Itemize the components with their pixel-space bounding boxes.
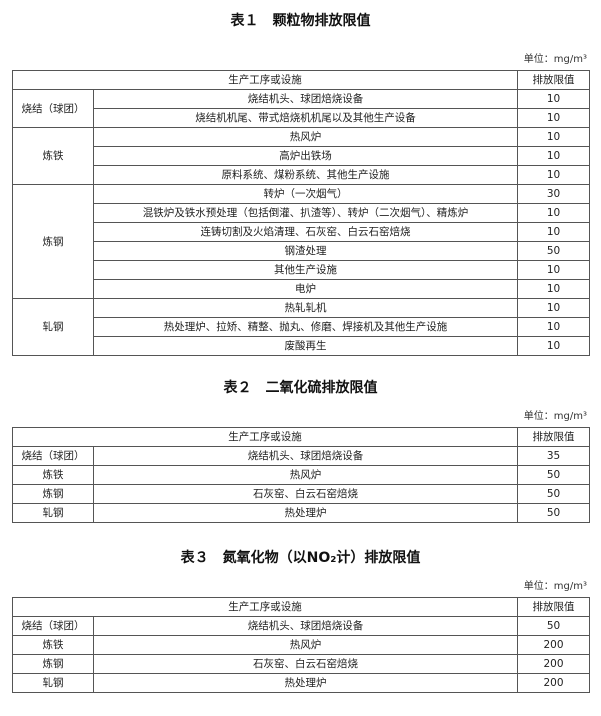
group-name: 轧钢 <box>12 673 94 693</box>
process-cell: 烧结机头、球团焙烧设备 <box>93 89 518 109</box>
table-1-unit: 单位：mg/m³ <box>523 54 587 65</box>
process-cell: 烧结机头、球团焙烧设备 <box>93 446 518 466</box>
limit-cell: 35 <box>517 446 590 466</box>
process-cell: 转炉（一次烟气） <box>93 184 518 204</box>
group-name: 炼钢 <box>12 184 94 299</box>
header-process: 生产工序或设施 <box>12 427 518 447</box>
limit-cell: 10 <box>517 260 590 280</box>
table-row: 轧钢 热处理炉 50 <box>12 503 590 523</box>
table-row: 轧钢 热处理炉 200 <box>12 673 590 693</box>
process-cell: 混铁炉及铁水预处理（包括倒灌、扒渣等）、转炉（二次烟气）、精炼炉 <box>93 203 518 223</box>
process-cell: 烧结机机尾、带式焙烧机机尾以及其他生产设备 <box>93 108 518 128</box>
header-process: 生产工序或设施 <box>12 70 518 90</box>
process-cell: 热处理炉 <box>93 503 518 523</box>
process-cell: 钢渣处理 <box>93 241 518 261</box>
limit-cell: 200 <box>517 673 590 693</box>
process-cell: 连铸切割及火焰清理、石灰窑、白云石窑焙烧 <box>93 222 518 242</box>
table-row: 炼钢 石灰窑、白云石窑焙烧 50 <box>12 484 590 504</box>
table-1: 生产工序或设施 排放限值 烧结（球团） 烧结机头、球团焙烧设备 10 烧结机机尾、带式焙烧… <box>12 70 590 356</box>
process-cell: 热处理炉 <box>93 673 518 693</box>
process-cell: 石灰窑、白云石窑焙烧 <box>93 484 518 504</box>
table-row: 烧结机机尾、带式焙烧机机尾以及其他生产设备 10 <box>13 108 590 128</box>
table-3-unit: 单位：mg/m³ <box>523 581 587 592</box>
limit-cell: 50 <box>517 465 590 485</box>
limit-cell: 50 <box>517 241 590 261</box>
table-row: 烧结（球团） 烧结机头、球团焙烧设备 50 <box>12 616 590 636</box>
table-row: 炼钢 转炉（一次烟气） 30 <box>12 184 590 299</box>
table-row: 炼铁 热风炉 200 <box>12 635 590 655</box>
limit-cell: 10 <box>517 298 590 318</box>
table-1-title: 表１ 颗粒物排放限值 <box>230 13 371 29</box>
group-name: 烧结（球团） <box>12 446 94 466</box>
group-name: 轧钢 <box>12 503 94 523</box>
process-cell: 其他生产设施 <box>93 260 518 280</box>
table-2-title: 表２ 二氧化硫排放限值 <box>223 380 378 396</box>
table-row: 烧结（球团） 烧结机头、球团焙烧设备 35 <box>12 446 590 466</box>
process-cell: 热风炉 <box>93 465 518 485</box>
limit-cell: 10 <box>517 127 590 147</box>
group-name: 炼铁 <box>12 465 94 485</box>
process-cell: 废酸再生 <box>93 336 518 356</box>
table-row: 热处理炉、拉矫、精整、抛丸、修磨、焊接机及其他生产设施 10 <box>13 317 590 337</box>
table-row: 连铸切割及火焰清理、石灰窑、白云石窑焙烧 10 <box>13 222 590 242</box>
table-row: 炼铁 热风炉 10 <box>12 127 590 185</box>
limit-cell: 10 <box>517 146 590 166</box>
process-cell: 电炉 <box>93 279 518 299</box>
table-row: 原料系统、煤粉系统、其他生产设施 10 <box>13 165 590 185</box>
header-process: 生产工序或设施 <box>12 597 518 617</box>
header-limit: 排放限值 <box>517 427 590 447</box>
limit-cell: 10 <box>517 336 590 356</box>
limit-cell: 200 <box>517 635 590 655</box>
table-row: 电炉 10 <box>13 279 590 299</box>
limit-cell: 10 <box>517 317 590 337</box>
limit-cell: 10 <box>517 165 590 185</box>
table-row: 其他生产设施 10 <box>13 260 590 280</box>
group-name: 轧钢 <box>12 298 94 356</box>
limit-cell: 10 <box>517 279 590 299</box>
table-row: 高炉出铁场 10 <box>13 146 590 166</box>
table-row: 烧结（球团） 烧结机头、球团焙烧设备 10 <box>12 89 590 128</box>
process-cell: 原料系统、煤粉系统、其他生产设施 <box>93 165 518 185</box>
group-name: 炼铁 <box>12 635 94 655</box>
group-name: 炼铁 <box>12 127 94 185</box>
header-row: 生产工序或设施 排放限值 <box>12 70 590 90</box>
process-cell: 热风炉 <box>93 127 518 147</box>
header-limit: 排放限值 <box>517 597 590 617</box>
limit-cell: 50 <box>517 484 590 504</box>
group-name: 炼钢 <box>12 654 94 674</box>
limit-cell: 30 <box>517 184 590 204</box>
group-name: 炼钢 <box>12 484 94 504</box>
table-3-title: 表３ 氮氧化物（以NO₂计）排放限值 <box>180 550 421 566</box>
group-name: 烧结（球团） <box>12 616 94 636</box>
limit-cell: 50 <box>517 503 590 523</box>
table-row: 炼钢 石灰窑、白云石窑焙烧 200 <box>12 654 590 674</box>
table-3: 生产工序或设施 排放限值 烧结（球团） 烧结机头、球团焙烧设备 50 炼铁 热风炉 200 炼钢… <box>12 597 590 693</box>
table-2-unit: 单位：mg/m³ <box>523 411 587 422</box>
header-row: 生产工序或设施 排放限值 <box>12 597 590 617</box>
group-name: 烧结（球团） <box>12 89 94 128</box>
limit-cell: 50 <box>517 616 590 636</box>
process-cell: 高炉出铁场 <box>93 146 518 166</box>
header-row: 生产工序或设施 排放限值 <box>12 427 590 447</box>
table-row: 炼铁 热风炉 50 <box>12 465 590 485</box>
process-cell: 热处理炉、拉矫、精整、抛丸、修磨、焊接机及其他生产设施 <box>93 317 518 337</box>
limit-cell: 200 <box>517 654 590 674</box>
table-row: 轧钢 热轧轧机 10 <box>12 298 590 356</box>
limit-cell: 10 <box>517 89 590 109</box>
process-cell: 石灰窑、白云石窑焙烧 <box>93 654 518 674</box>
table-2: 生产工序或设施 排放限值 烧结（球团） 烧结机头、球团焙烧设备 35 炼铁 热风炉 50 炼钢石… <box>12 427 590 523</box>
limit-cell: 10 <box>517 203 590 223</box>
table-row: 钢渣处理 50 <box>13 241 590 261</box>
process-cell: 烧结机头、球团焙烧设备 <box>93 616 518 636</box>
limit-cell: 10 <box>517 222 590 242</box>
header-limit: 排放限值 <box>517 70 590 90</box>
process-cell: 热轧轧机 <box>93 298 518 318</box>
table-row: 混铁炉及铁水预处理（包括倒灌、扒渣等）、转炉（二次烟气）、精炼炉 10 <box>13 203 590 223</box>
limit-cell: 10 <box>517 108 590 128</box>
process-cell: 热风炉 <box>93 635 518 655</box>
table-row: 废酸再生 10 <box>13 336 590 356</box>
